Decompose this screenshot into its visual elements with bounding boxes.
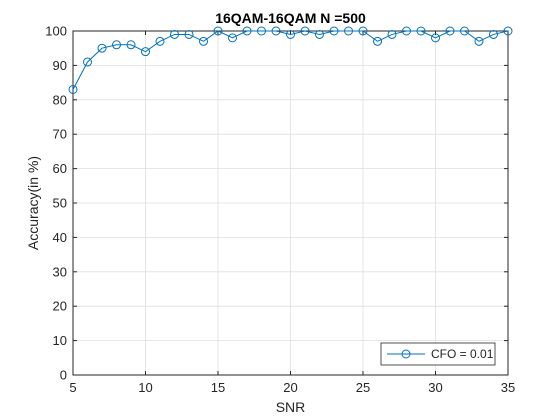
x-tick-label: 30 — [428, 380, 442, 395]
y-tick-label: 100 — [45, 24, 67, 39]
x-tick-label: 10 — [138, 380, 152, 395]
y-tick-label: 90 — [53, 58, 67, 73]
data-point — [431, 33, 440, 43]
data-point — [83, 57, 92, 67]
data-point — [213, 26, 223, 36]
y-tick-label: 80 — [53, 92, 67, 107]
x-tick-label: 5 — [69, 380, 76, 395]
data-point — [460, 26, 469, 36]
chart-title: 16QAM-16QAM N =500 — [215, 10, 366, 26]
x-tick-label: 20 — [283, 380, 297, 395]
data-point — [141, 47, 150, 57]
data-point — [170, 29, 179, 39]
data-point — [387, 29, 397, 39]
legend: CFO = 0.01 — [380, 342, 496, 366]
data-point — [97, 43, 107, 53]
data-point — [329, 26, 339, 36]
legend-box — [380, 342, 496, 366]
x-axis-label: SNR — [276, 399, 306, 415]
y-tick-label: 10 — [53, 333, 67, 348]
legend-label: CFO = 0.01 — [431, 347, 494, 361]
data-point — [445, 26, 455, 36]
data-point — [402, 26, 411, 36]
y-tick-label: 60 — [53, 161, 67, 176]
y-tick-label: 70 — [53, 127, 67, 142]
data-point — [416, 26, 426, 36]
y-tick-label: 30 — [53, 264, 67, 279]
data-point — [228, 33, 237, 43]
data-point — [503, 26, 513, 36]
data-point — [112, 40, 121, 50]
y-tick-label: 50 — [53, 196, 67, 211]
series-group — [68, 26, 513, 94]
x-tick-label: 35 — [501, 380, 515, 395]
data-point — [286, 29, 295, 39]
data-point — [315, 29, 324, 39]
plot-frame — [72, 30, 509, 376]
y-axis-label: Accuracy(in %) — [25, 156, 41, 250]
data-point — [126, 40, 136, 50]
data-point — [242, 26, 252, 36]
y-tick-label: 20 — [53, 299, 67, 314]
data-point — [68, 84, 78, 94]
data-point — [199, 36, 208, 46]
y-tick-label: 40 — [53, 230, 67, 245]
data-point — [373, 36, 382, 46]
series-line — [72, 30, 509, 90]
x-tick-label: 15 — [211, 380, 225, 395]
data-point — [358, 26, 368, 36]
data-point — [155, 36, 165, 46]
data-point — [474, 36, 484, 46]
data-point — [344, 26, 353, 36]
data-point — [271, 26, 281, 36]
data-point — [184, 29, 194, 39]
ticks: 5 10 15 20 25 30 35 0 10 20 30 40 50 60 70 80 90 100 — [45, 24, 515, 396]
y-tick-label: 0 — [60, 368, 67, 383]
legend-marker — [401, 349, 411, 359]
x-tick-label: 25 — [356, 380, 370, 395]
data-point — [489, 29, 498, 39]
data-point — [257, 26, 266, 36]
data-point — [300, 26, 310, 36]
